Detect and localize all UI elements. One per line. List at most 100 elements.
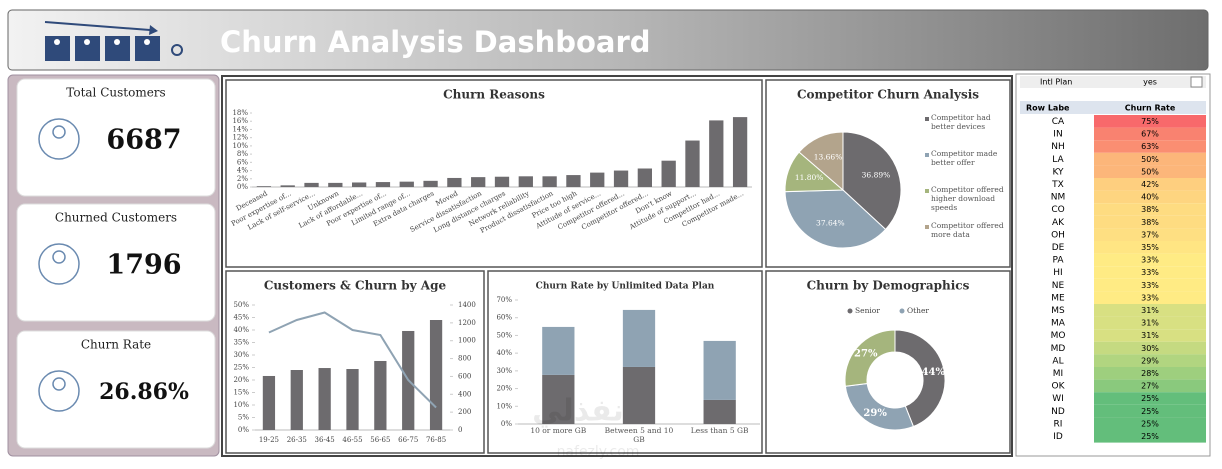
state-cell: OK [1052,382,1066,392]
y-tick-label: 30% [496,367,512,375]
y-tick-label: 10% [496,402,512,410]
line [268,311,437,409]
y-tick-label: 35% [233,339,249,347]
rate-value: 38% [1141,218,1159,227]
rate-value: 33% [1141,256,1159,265]
legend-swatch [925,189,929,193]
x-tick-label: Less than 5 GB [690,426,749,435]
rate-value: 42% [1141,180,1159,189]
rate-value: 35% [1141,243,1159,252]
state-cell: AK [1052,218,1065,228]
rate-value: 67% [1141,130,1159,139]
rate-cell [1094,417,1206,430]
kpi-value: 1796 [106,250,181,281]
donut-slice [894,329,946,428]
rate-cell [1094,228,1206,241]
column-header: Row Labe [1026,104,1070,113]
bar [375,182,391,187]
rate-cell [1094,215,1206,229]
data-label: 11.80% [795,173,824,182]
bar-segment [703,399,736,424]
bar [304,182,319,187]
x-tick-label-box: Between 5 and 10 GB [605,426,674,444]
y-tick-label: 8% [237,150,248,158]
y-tick-label: 25% [233,364,249,372]
rate-cell [1094,152,1206,166]
bar [429,320,443,430]
rate-cell [1094,367,1206,380]
bar-segment [542,374,575,424]
state-cell: CO [1051,205,1064,215]
filter-button[interactable] [1190,76,1203,88]
header-icon [44,21,183,61]
kpi-value: 6687 [106,125,181,156]
chart-title: Customers & Churn by Age [264,279,447,293]
rate-value: 25% [1141,432,1159,441]
state-cell: OH [1051,230,1065,240]
column-header: Churn Rate [1125,104,1176,113]
y-tick-label: 20% [496,385,512,393]
state-cell: WI [1052,394,1064,404]
x-tick-label: 26-35 [287,436,307,444]
legend-label-box: Competitor had better devices [931,113,991,131]
x-tick-label: 76-85 [426,436,446,444]
state-cell: MA [1051,319,1066,329]
legend-label: Competitor offered higher download speed… [931,185,1004,212]
legend-label-box: Competitor offered higher download speed… [931,185,1004,212]
x-tick-label: 56-65 [370,436,390,444]
filter-row [1020,76,1206,88]
rate-value: 33% [1141,293,1159,302]
y2-tick-label: 1200 [458,319,476,327]
kpi-card [16,203,216,322]
bar [423,180,438,187]
rate-cell [1094,190,1206,204]
state-cell: CA [1052,117,1065,127]
rate-cell [1094,291,1206,304]
state-cell: MS [1051,306,1065,316]
y-tick-label: 4% [237,167,248,175]
legend-swatch [925,153,929,157]
x-tick-label: 19-25 [259,436,279,444]
rate-value: 25% [1141,419,1159,428]
y2-tick-label: 400 [458,390,471,398]
state-cell: IN [1053,130,1062,140]
rate-cell [1094,341,1206,355]
kpi-label: Total Customers [66,86,165,100]
bar-segment [703,340,736,400]
y-tick-label: 18% [232,109,248,117]
bar [518,176,533,187]
rate-value: 33% [1141,281,1159,290]
rate-cell [1094,127,1206,141]
state-cell: MI [1053,369,1063,379]
rate-value: 50% [1141,155,1159,164]
data-label: 29% [863,408,887,419]
rate-value: 25% [1141,407,1159,416]
rate-value: 33% [1141,268,1159,277]
rate-cell [1094,203,1206,216]
rate-cell [1094,304,1206,317]
kpi-icon [52,377,66,391]
kpi-value: 26.86% [99,379,189,405]
rate-cell [1094,379,1206,393]
rate-value: 25% [1141,394,1159,403]
state-cell: NH [1051,142,1065,152]
state-cell: KY [1052,167,1064,177]
rate-value: 63% [1141,142,1159,151]
data-label: 13.66% [814,152,843,161]
bar [732,117,748,187]
filter-value: yes [1143,78,1157,87]
header-bar [7,9,1209,71]
bar [709,120,724,187]
rate-value: 31% [1141,331,1159,340]
y2-tick-label: 200 [458,408,471,416]
y-tick-label: 30% [233,351,249,359]
y2-tick-label: 1000 [458,337,476,345]
kpi-label: Churn Rate [81,338,151,352]
data-label: 36.89% [862,171,891,180]
state-cell: TX [1051,180,1064,190]
x-tick-label: 46-55 [342,436,362,444]
bar [494,176,510,187]
rate-cell [1094,165,1206,178]
state-cell: MD [1051,344,1066,354]
rate-value: 50% [1141,167,1159,176]
